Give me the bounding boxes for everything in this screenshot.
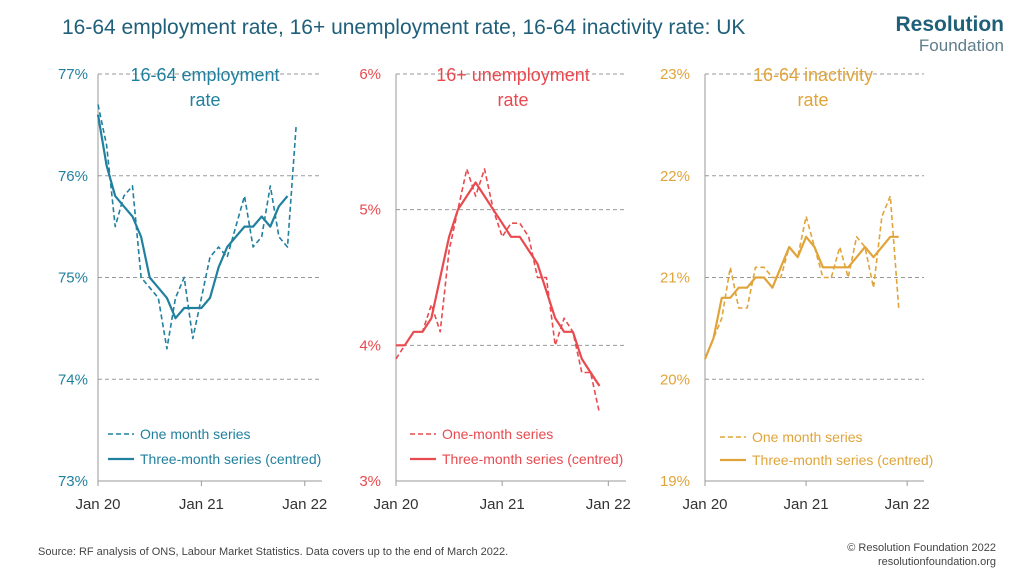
panel-title: 16-64 employment: [130, 65, 279, 85]
panel-title: rate: [797, 90, 828, 110]
y-tick-label: 22%: [660, 168, 690, 185]
x-tick-label: Jan 21: [179, 496, 224, 513]
y-tick-label: 20%: [660, 371, 690, 388]
y-tick-label: 3%: [359, 473, 381, 490]
panel-title: rate: [497, 90, 528, 110]
series-line-three-month: [396, 181, 601, 387]
copyright-text: © Resolution Foundation 2022: [847, 542, 996, 554]
x-tick-label: Jan 22: [885, 496, 930, 513]
y-tick-label: 6%: [359, 66, 381, 83]
series-line-three-month: [703, 235, 899, 360]
series-line-three-month: [96, 114, 289, 320]
series-line-one-month: [395, 168, 601, 414]
brand-logo: Resolution Foundation: [896, 14, 1005, 54]
legend-label: Three-month series (centred): [752, 452, 933, 468]
y-tick-label: 75%: [58, 270, 88, 287]
x-tick-label: Jan 20: [75, 496, 120, 513]
y-tick-label: 21%: [660, 270, 690, 287]
series-line-one-month: [704, 195, 900, 360]
source-note: Source: RF analysis of ONS, Labour Marke…: [38, 546, 509, 558]
legend-label: One-month series: [442, 426, 553, 442]
y-tick-label: 74%: [58, 371, 88, 388]
website-text: resolutionfoundation.org: [877, 556, 996, 568]
page-title: 16-64 employment rate, 16+ unemployment …: [62, 16, 746, 39]
panel-title: 16+ unemployment: [436, 65, 590, 85]
y-tick-label: 73%: [58, 473, 88, 490]
x-tick-label: Jan 22: [586, 496, 631, 513]
panel-title: 16-64 inactivity: [753, 65, 873, 85]
y-tick-label: 76%: [58, 168, 88, 185]
legend-label: Three-month series (centred): [140, 451, 321, 467]
y-tick-label: 77%: [58, 66, 88, 83]
y-tick-label: 4%: [359, 337, 381, 354]
x-tick-label: Jan 22: [282, 496, 327, 513]
logo-line1: Resolution: [895, 13, 1005, 36]
panel-title: rate: [189, 90, 220, 110]
legend-label: One month series: [140, 426, 251, 442]
legend-label: One month series: [752, 429, 863, 445]
y-tick-label: 23%: [660, 66, 690, 83]
legend-label: Three-month series (centred): [442, 451, 623, 467]
logo-line2: Foundation: [918, 36, 1004, 55]
x-tick-label: Jan 20: [373, 496, 418, 513]
x-tick-label: Jan 21: [784, 496, 829, 513]
x-tick-label: Jan 20: [682, 496, 727, 513]
copyright-block: © Resolution Foundation 2022 resolutionf…: [847, 541, 996, 569]
y-tick-label: 19%: [660, 473, 690, 490]
x-tick-label: Jan 21: [480, 496, 525, 513]
y-tick-label: 5%: [359, 202, 381, 219]
series-line-one-month: [97, 104, 297, 350]
